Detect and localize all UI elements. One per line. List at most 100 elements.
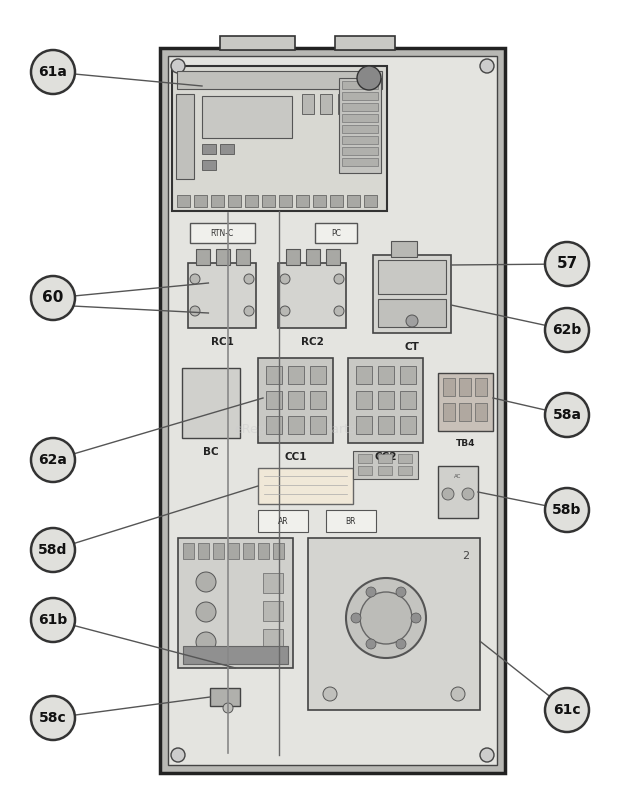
- Text: 58d: 58d: [38, 543, 68, 557]
- Bar: [176, 94, 194, 179]
- Bar: [273, 543, 284, 559]
- Bar: [168, 56, 497, 765]
- Bar: [172, 66, 387, 211]
- Bar: [475, 378, 487, 396]
- Text: 58b: 58b: [552, 503, 582, 517]
- Text: 61a: 61a: [38, 65, 68, 79]
- Bar: [356, 391, 372, 409]
- Bar: [288, 366, 304, 384]
- Bar: [356, 416, 372, 434]
- Text: 58c: 58c: [39, 711, 67, 725]
- Bar: [266, 416, 282, 434]
- Circle shape: [190, 306, 200, 316]
- Bar: [228, 195, 241, 207]
- Bar: [178, 538, 293, 668]
- Bar: [210, 688, 240, 706]
- Bar: [400, 416, 416, 434]
- Bar: [358, 454, 372, 463]
- Circle shape: [31, 438, 75, 482]
- Bar: [342, 125, 378, 133]
- Bar: [342, 147, 378, 155]
- Bar: [400, 366, 416, 384]
- Circle shape: [323, 687, 337, 701]
- Bar: [338, 94, 350, 114]
- Circle shape: [171, 59, 185, 73]
- Bar: [310, 416, 326, 434]
- Circle shape: [545, 688, 589, 732]
- Bar: [236, 249, 250, 265]
- Bar: [258, 468, 353, 504]
- Text: eReplacementParts.com: eReplacementParts.com: [234, 424, 386, 437]
- Bar: [183, 543, 194, 559]
- Text: RC2: RC2: [301, 337, 324, 347]
- Bar: [443, 403, 455, 421]
- Bar: [308, 538, 480, 710]
- Bar: [258, 510, 308, 532]
- Bar: [263, 629, 283, 649]
- Circle shape: [280, 306, 290, 316]
- Circle shape: [244, 306, 254, 316]
- Bar: [258, 358, 333, 443]
- Bar: [202, 96, 292, 138]
- Circle shape: [545, 242, 589, 286]
- Bar: [339, 78, 381, 173]
- Bar: [342, 103, 378, 111]
- Bar: [190, 223, 255, 243]
- Circle shape: [334, 306, 344, 316]
- Text: RC1: RC1: [211, 337, 234, 347]
- Bar: [296, 195, 309, 207]
- Bar: [279, 195, 292, 207]
- Bar: [342, 158, 378, 166]
- Circle shape: [31, 50, 75, 94]
- Bar: [326, 510, 376, 532]
- Circle shape: [360, 592, 412, 644]
- Circle shape: [451, 687, 465, 701]
- Circle shape: [31, 696, 75, 740]
- Bar: [216, 249, 230, 265]
- Bar: [288, 416, 304, 434]
- Bar: [310, 391, 326, 409]
- Circle shape: [244, 274, 254, 284]
- Bar: [302, 94, 314, 114]
- Circle shape: [480, 748, 494, 762]
- Bar: [266, 391, 282, 409]
- Circle shape: [366, 639, 376, 649]
- Text: 61c: 61c: [553, 703, 581, 717]
- Circle shape: [280, 274, 290, 284]
- Bar: [198, 543, 209, 559]
- Text: CC1: CC1: [284, 452, 307, 462]
- Circle shape: [396, 587, 406, 597]
- Bar: [342, 81, 378, 89]
- Circle shape: [366, 587, 376, 597]
- Text: 62b: 62b: [552, 323, 582, 337]
- Bar: [378, 466, 392, 475]
- Bar: [347, 195, 360, 207]
- Bar: [391, 241, 417, 257]
- Bar: [378, 391, 394, 409]
- Text: 60: 60: [42, 291, 64, 305]
- Bar: [196, 249, 210, 265]
- Bar: [342, 92, 378, 100]
- Circle shape: [31, 276, 75, 320]
- Bar: [183, 646, 288, 664]
- Circle shape: [480, 59, 494, 73]
- Circle shape: [31, 598, 75, 642]
- Bar: [398, 466, 412, 475]
- Bar: [378, 299, 446, 327]
- Bar: [378, 454, 392, 463]
- Circle shape: [442, 488, 454, 500]
- Circle shape: [545, 488, 589, 532]
- Bar: [398, 454, 412, 463]
- Bar: [220, 36, 295, 50]
- Bar: [475, 403, 487, 421]
- Circle shape: [545, 308, 589, 352]
- Bar: [353, 451, 418, 479]
- Circle shape: [357, 66, 381, 90]
- Circle shape: [334, 274, 344, 284]
- Bar: [160, 48, 505, 773]
- Text: PC: PC: [331, 228, 341, 238]
- Text: 2: 2: [463, 551, 469, 561]
- Bar: [438, 466, 478, 518]
- Bar: [258, 543, 269, 559]
- Bar: [373, 255, 451, 333]
